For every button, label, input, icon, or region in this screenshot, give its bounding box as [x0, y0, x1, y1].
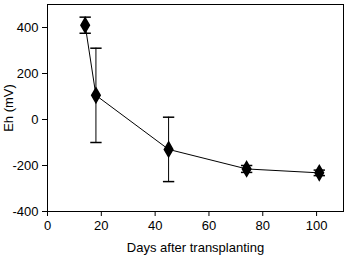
svg-text:100: 100: [306, 218, 328, 233]
svg-text:400: 400: [17, 20, 39, 35]
svg-text:20: 20: [94, 218, 108, 233]
svg-text:0: 0: [31, 112, 38, 127]
svg-text:40: 40: [148, 218, 162, 233]
svg-text:200: 200: [17, 66, 39, 81]
svg-text:60: 60: [202, 218, 216, 233]
svg-text:0: 0: [44, 218, 51, 233]
svg-text:Eh (mV): Eh (mV): [1, 84, 16, 132]
svg-text:-400: -400: [12, 204, 38, 219]
svg-text:-200: -200: [12, 158, 38, 173]
svg-text:Days after transplanting: Days after transplanting: [127, 240, 264, 255]
svg-text:80: 80: [256, 218, 270, 233]
